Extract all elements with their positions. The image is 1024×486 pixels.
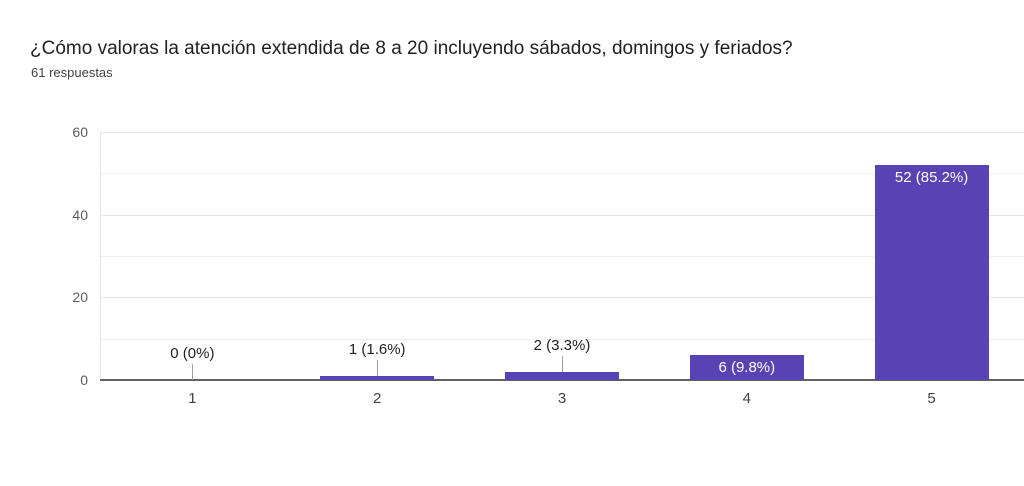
y-axis-tick-label: 40	[72, 206, 88, 223]
major-gridline	[100, 132, 1024, 133]
label-leader-line	[562, 355, 563, 372]
label-leader-line	[377, 359, 379, 376]
bar-category-3[interactable]	[505, 371, 619, 380]
bar-value-label: 0 (0%)	[170, 345, 215, 362]
minor-gridline	[100, 173, 1024, 175]
x-axis-category-label: 2	[373, 390, 382, 407]
x-axis-category-label: 4	[742, 390, 751, 407]
y-axis-tick-label: 20	[72, 289, 88, 306]
bar-category-4[interactable]	[689, 355, 804, 380]
bar-value-label: 6 (9.8%)	[718, 359, 776, 377]
bar-value-label: 1 (1.6%)	[348, 340, 406, 358]
plot-left-border	[100, 132, 101, 380]
bar-value-label: 52 (85.2%)	[894, 169, 969, 187]
x-axis-line	[100, 379, 1024, 381]
response-count: 61 respuestas	[31, 65, 113, 80]
x-axis-category-label: 5	[927, 390, 936, 407]
bar-category-2[interactable]	[320, 375, 435, 380]
x-axis-category-label: 1	[188, 390, 197, 407]
bar-category-5[interactable]	[874, 165, 989, 380]
y-axis-tick-label: 60	[72, 124, 88, 140]
x-axis-category-label: 3	[557, 390, 567, 407]
minor-gridline	[100, 256, 1024, 257]
bar-value-label: 2 (3.3%)	[533, 336, 591, 354]
minor-gridline	[100, 338, 1024, 340]
major-gridline	[100, 297, 1024, 299]
question-title: ¿Cómo valoras la atención extendida de 8…	[30, 38, 793, 59]
y-axis-tick-label: 0	[80, 372, 88, 388]
major-gridline	[100, 214, 1024, 216]
label-leader-line	[192, 364, 194, 380]
